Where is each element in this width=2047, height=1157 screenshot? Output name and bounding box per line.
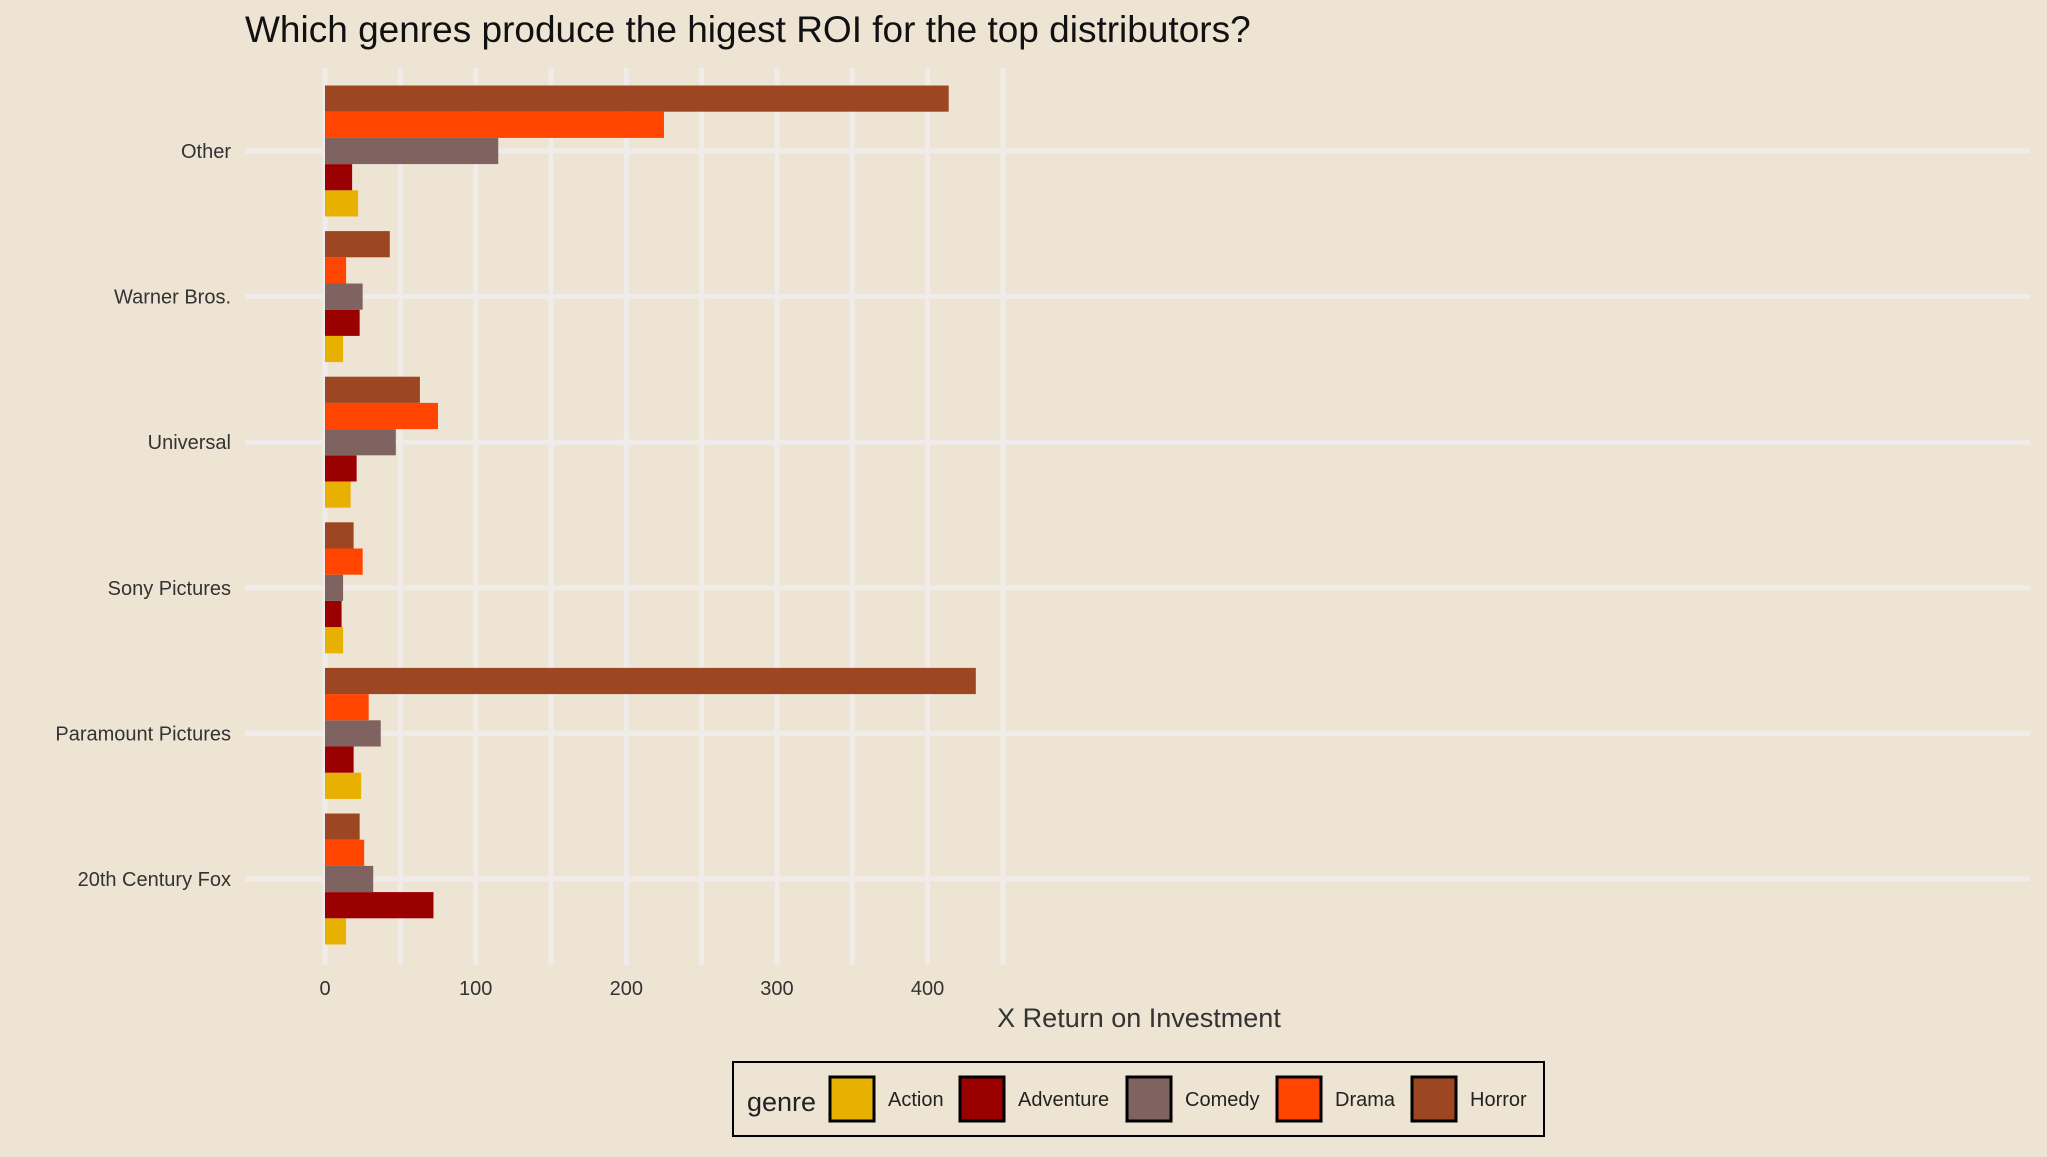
bar-warner-bros-drama — [325, 257, 347, 284]
x-tick-label: 300 — [760, 978, 793, 1000]
bar-universal-horror — [325, 376, 420, 403]
x-tick-label: 100 — [459, 978, 492, 1000]
x-tick-label: 0 — [319, 978, 330, 1000]
legend-label-action: Action — [888, 1089, 944, 1111]
bar-sony-pictures-comedy — [325, 574, 344, 601]
x-tick-label: 200 — [610, 978, 643, 1000]
legend-key-comedy — [1125, 1075, 1173, 1123]
category-label-other: Other — [181, 141, 231, 163]
bar-20th-century-fox-action — [325, 918, 347, 945]
bar-warner-bros-comedy — [325, 283, 363, 310]
bar-20th-century-fox-drama — [325, 839, 365, 866]
legend-label-horror: Horror — [1470, 1089, 1527, 1111]
bar-sony-pictures-adventure — [325, 600, 342, 628]
bar-other-adventure — [325, 164, 353, 191]
category-labels: 20th Century Fox Paramount Pictures Sony P… — [55, 141, 231, 891]
bar-paramount-pictures-drama — [325, 694, 369, 721]
bar-universal-adventure — [325, 455, 357, 482]
bar-sony-pictures-horror — [325, 522, 354, 549]
bar-warner-bros-action — [325, 335, 344, 363]
x-axis-title: X Return on Investment — [997, 1003, 1281, 1033]
legend-items: Action Adventure Comedy Drama Horror — [828, 1075, 1527, 1123]
bar-paramount-pictures-comedy — [325, 720, 381, 747]
bar-other-comedy — [325, 137, 499, 165]
bar-universal-comedy — [325, 429, 396, 456]
category-label-universal: Universal — [148, 432, 231, 454]
x-tick-label: 400 — [911, 978, 944, 1000]
bar-other-drama — [325, 111, 664, 138]
chart-title: Which genres produce the higest ROI for … — [245, 9, 1251, 50]
bar-paramount-pictures-adventure — [325, 746, 354, 773]
legend-box — [732, 1061, 1545, 1137]
legend: genre Action Adventure Comedy Drama Horror — [732, 1061, 1545, 1137]
category-label-20th-century-fox: 20th Century Fox — [78, 869, 231, 891]
bar-paramount-pictures-action — [325, 772, 362, 799]
bar-warner-bros-adventure — [325, 309, 360, 336]
legend-key-horror — [1410, 1075, 1458, 1123]
bar-20th-century-fox-horror — [325, 813, 360, 840]
category-label-sony-pictures: Sony Pictures — [108, 578, 231, 600]
bar-20th-century-fox-comedy — [325, 865, 374, 893]
legend-label-drama: Drama — [1335, 1089, 1396, 1111]
bar-paramount-pictures-horror — [325, 667, 976, 695]
bar-sony-pictures-action — [325, 627, 344, 654]
x-axis-ticks: 0 100 200 300 400 — [319, 978, 944, 1000]
bar-universal-action — [325, 481, 351, 508]
legend-key-drama — [1275, 1075, 1323, 1123]
legend-key-adventure — [958, 1075, 1006, 1123]
gridlines — [245, 68, 2030, 965]
bar-warner-bros-horror — [325, 231, 390, 258]
bar-20th-century-fox-adventure — [325, 892, 434, 919]
legend-label-adventure: Adventure — [1018, 1089, 1109, 1111]
legend-title: genre — [747, 1087, 816, 1117]
bars — [325, 85, 976, 945]
legend-key-action — [828, 1075, 876, 1123]
category-label-paramount-pictures: Paramount Pictures — [55, 723, 231, 745]
bar-other-horror — [325, 85, 949, 112]
bar-other-action — [325, 190, 359, 217]
bar-universal-drama — [325, 402, 438, 430]
legend-label-comedy: Comedy — [1185, 1089, 1259, 1111]
category-label-warner-bros: Warner Bros. — [114, 287, 231, 309]
bar-sony-pictures-drama — [325, 548, 363, 575]
